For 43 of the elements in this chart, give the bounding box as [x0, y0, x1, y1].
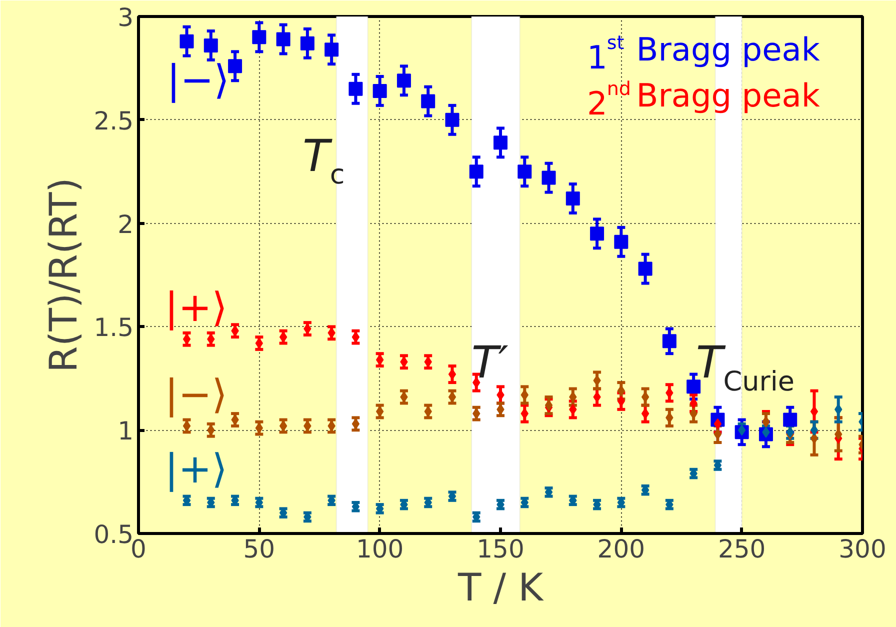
- point: [396, 74, 411, 88]
- y-tick-label: 1.5: [94, 313, 134, 342]
- point: [421, 94, 436, 108]
- point: [662, 334, 676, 348]
- x-tick-label: 100: [356, 534, 404, 564]
- point: [372, 84, 387, 98]
- point: [494, 136, 508, 150]
- series-label: |+⟩: [164, 285, 228, 332]
- point: [228, 59, 242, 74]
- y-tick-label: 1: [118, 416, 134, 446]
- y-tick-label: 2: [118, 210, 134, 239]
- point: [448, 368, 456, 380]
- point: [638, 262, 652, 276]
- point: [518, 164, 532, 179]
- x-tick-label: 300: [838, 534, 886, 564]
- y-tick-label: 3: [118, 3, 134, 32]
- x-tick-label: 250: [718, 534, 766, 564]
- x-tick-label: 50: [243, 534, 276, 564]
- point: [686, 380, 701, 394]
- x-tick-label: 0: [130, 534, 146, 564]
- y-axis-title: R(T)/R(RT): [42, 178, 86, 372]
- series-label: |−⟩: [164, 372, 228, 418]
- point: [252, 30, 266, 44]
- point: [614, 234, 628, 249]
- x-tick-label: 200: [597, 534, 646, 564]
- point: [180, 34, 194, 48]
- series-label: |−⟩: [166, 57, 230, 104]
- point: [542, 170, 556, 185]
- point: [348, 82, 363, 96]
- point: [566, 191, 580, 206]
- band-label: T′: [472, 338, 508, 389]
- point: [276, 32, 290, 46]
- point: [204, 38, 218, 52]
- point: [445, 112, 460, 127]
- point: [300, 36, 314, 50]
- point: [352, 332, 360, 343]
- x-axis-title: T / K: [456, 566, 544, 610]
- point: [590, 226, 604, 241]
- point: [469, 164, 484, 179]
- series-label: |+⟩: [164, 446, 228, 492]
- point: [324, 42, 339, 57]
- x-tick-label: 150: [476, 534, 524, 564]
- y-tick-label: 2.5: [94, 106, 134, 136]
